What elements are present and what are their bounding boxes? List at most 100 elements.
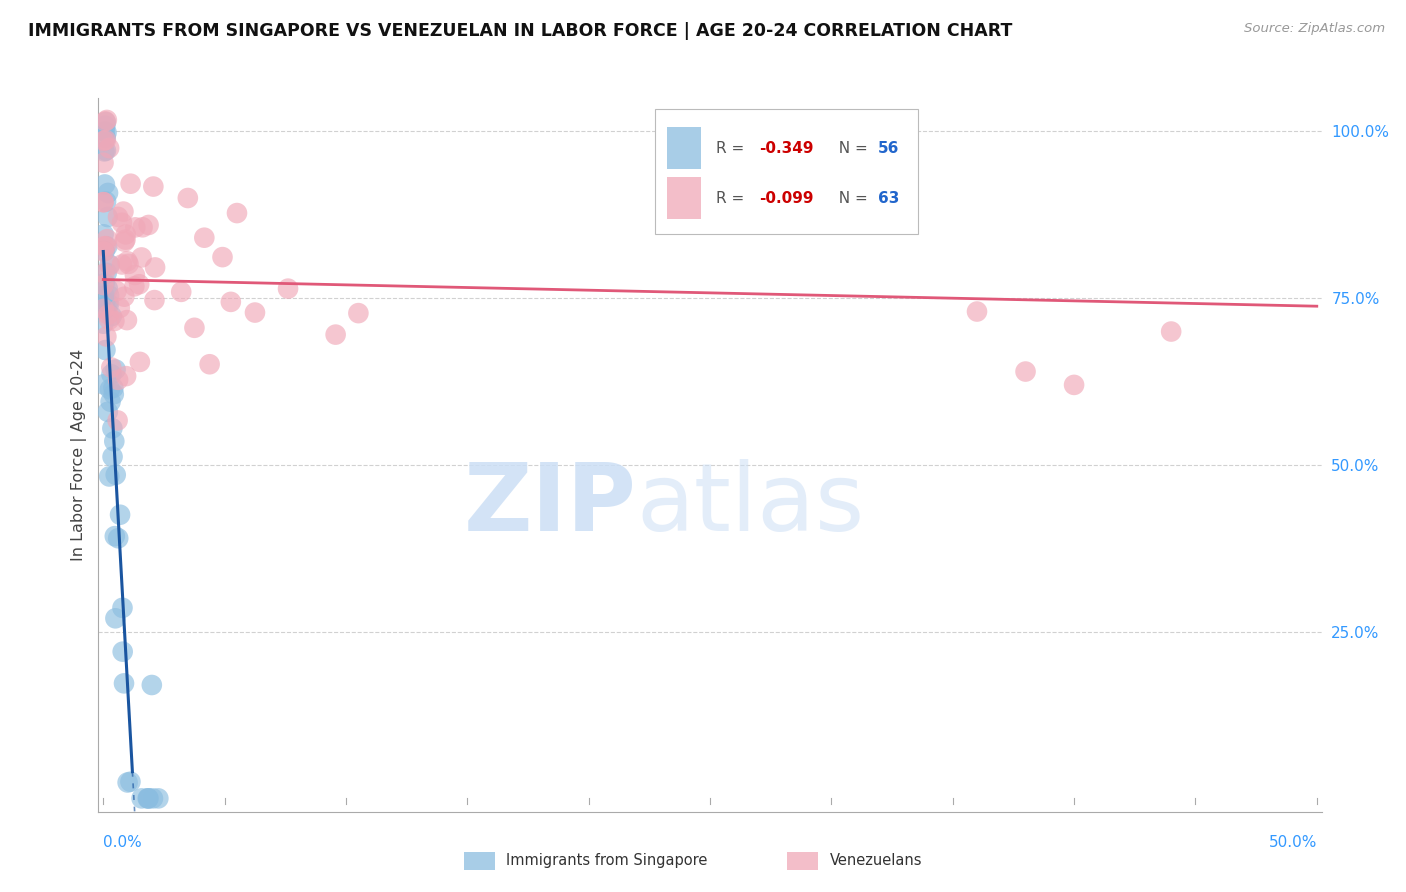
- Point: [114, 227, 136, 242]
- Text: 0.0%: 0.0%: [103, 835, 142, 850]
- Point: [142, 179, 165, 194]
- Point: [97, 210, 120, 224]
- Point: [170, 285, 193, 299]
- Point: [1014, 365, 1036, 379]
- Point: [131, 791, 153, 805]
- Point: [96, 239, 118, 253]
- Point: [93, 377, 115, 392]
- Point: [112, 290, 135, 304]
- Point: [183, 320, 205, 334]
- Text: 50.0%: 50.0%: [1268, 835, 1317, 850]
- Point: [131, 220, 153, 235]
- Point: [97, 297, 120, 311]
- Point: [93, 244, 115, 259]
- Point: [108, 508, 131, 522]
- Point: [107, 373, 129, 387]
- Point: [97, 308, 120, 322]
- Point: [117, 254, 139, 268]
- Point: [94, 239, 117, 253]
- Text: N =: N =: [828, 191, 872, 205]
- Point: [93, 227, 115, 242]
- Point: [108, 301, 131, 315]
- Point: [100, 309, 122, 323]
- Text: Venezuelans: Venezuelans: [830, 854, 922, 868]
- Y-axis label: In Labor Force | Age 20-24: In Labor Force | Age 20-24: [72, 349, 87, 561]
- Point: [124, 220, 146, 235]
- Point: [112, 676, 135, 690]
- Point: [107, 531, 129, 545]
- Point: [97, 296, 120, 310]
- Point: [103, 314, 125, 328]
- Point: [104, 529, 127, 543]
- Point: [193, 230, 215, 244]
- Text: Immigrants from Singapore: Immigrants from Singapore: [506, 854, 707, 868]
- Point: [93, 195, 115, 210]
- Point: [93, 301, 115, 316]
- FancyBboxPatch shape: [668, 177, 702, 219]
- Text: R =: R =: [716, 191, 749, 205]
- Point: [93, 267, 115, 281]
- Text: Source: ZipAtlas.com: Source: ZipAtlas.com: [1244, 22, 1385, 36]
- Point: [98, 141, 121, 155]
- Point: [103, 381, 125, 395]
- Point: [96, 112, 118, 127]
- Text: N =: N =: [828, 141, 872, 155]
- Point: [98, 469, 121, 483]
- Point: [96, 266, 118, 280]
- FancyBboxPatch shape: [668, 127, 702, 169]
- Point: [120, 774, 142, 789]
- Point: [103, 387, 125, 401]
- Point: [100, 368, 122, 382]
- Point: [94, 178, 117, 192]
- Point: [103, 434, 125, 449]
- Point: [107, 210, 129, 224]
- Point: [114, 233, 136, 247]
- Point: [243, 305, 266, 319]
- Point: [93, 195, 115, 210]
- Point: [94, 124, 117, 138]
- FancyBboxPatch shape: [655, 109, 918, 234]
- Point: [94, 133, 117, 147]
- Point: [142, 791, 165, 805]
- Point: [93, 239, 115, 253]
- Point: [226, 206, 249, 220]
- Point: [94, 115, 117, 129]
- Text: 56: 56: [877, 141, 898, 155]
- Point: [94, 194, 117, 209]
- Point: [131, 251, 153, 265]
- Point: [138, 218, 160, 232]
- Point: [143, 260, 166, 275]
- Point: [117, 775, 139, 789]
- Point: [96, 232, 118, 246]
- Point: [93, 288, 115, 302]
- Text: -0.349: -0.349: [759, 141, 814, 155]
- Point: [117, 257, 139, 271]
- Point: [148, 791, 170, 805]
- Point: [97, 405, 120, 419]
- Point: [94, 119, 117, 133]
- Point: [107, 413, 129, 427]
- Point: [105, 284, 128, 298]
- Point: [94, 301, 117, 316]
- Point: [104, 611, 127, 625]
- Point: [98, 382, 121, 396]
- Point: [98, 288, 121, 302]
- Point: [94, 131, 117, 145]
- Point: [98, 259, 121, 273]
- Point: [100, 394, 122, 409]
- Text: atlas: atlas: [637, 458, 865, 551]
- Point: [93, 244, 115, 259]
- Point: [115, 369, 138, 384]
- Point: [93, 317, 115, 331]
- Point: [100, 360, 122, 375]
- Point: [98, 312, 121, 326]
- Point: [124, 268, 146, 282]
- Point: [120, 177, 142, 191]
- Point: [124, 279, 146, 293]
- Point: [94, 144, 117, 158]
- Point: [104, 362, 127, 376]
- Point: [111, 600, 134, 615]
- Point: [325, 327, 347, 342]
- Point: [141, 678, 163, 692]
- Point: [136, 791, 159, 805]
